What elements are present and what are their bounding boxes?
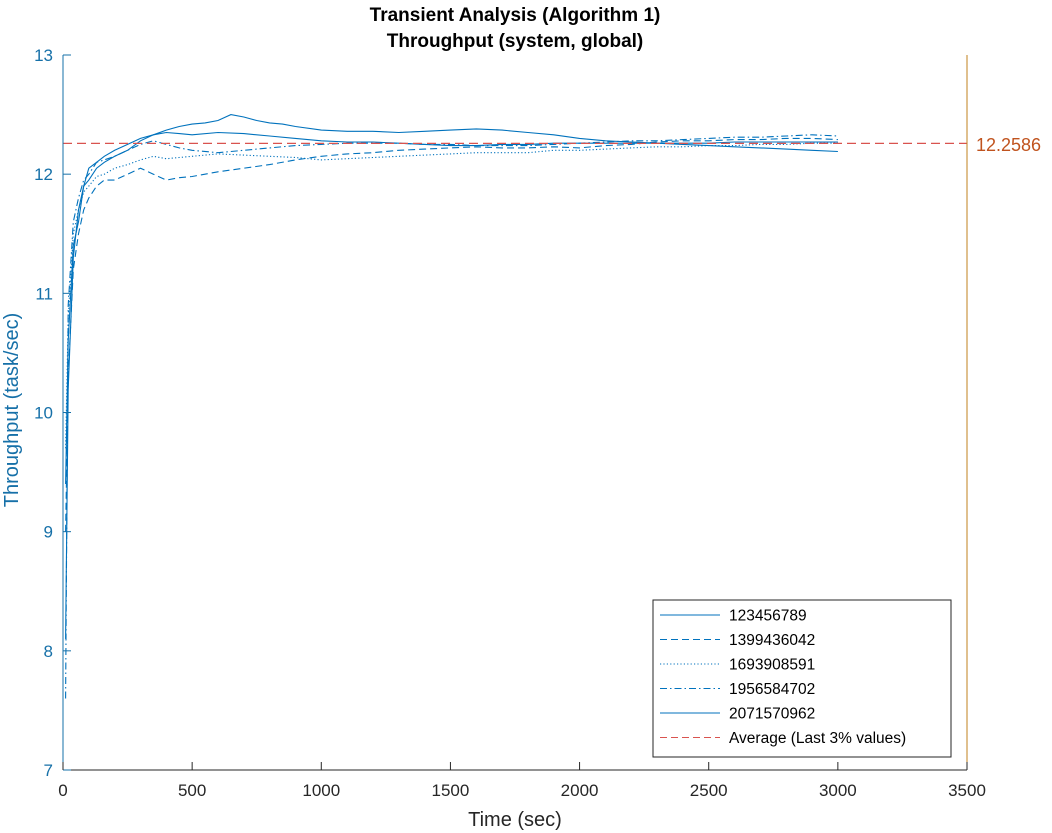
x-tick-label: 3500: [948, 781, 986, 800]
y-tick-label: 8: [44, 642, 53, 661]
legend-label: Average (Last 3% values): [729, 730, 906, 747]
x-tick-label: 1500: [432, 781, 470, 800]
chart-subtitle: Throughput (system, global): [387, 31, 644, 52]
legend-label: 123456789: [729, 608, 807, 625]
x-tick-label: 2500: [690, 781, 728, 800]
legend: 123456789 1399436042 1693908591 1956584702 2…: [652, 599, 952, 758]
x-tick-label: 2000: [561, 781, 599, 800]
series-line-1399436042: [65, 137, 838, 532]
x-tick-label: 500: [178, 781, 206, 800]
legend-label: 2071570962: [729, 706, 815, 723]
y-tick-label: 12: [34, 165, 53, 184]
average-value-label: 12.2586: [976, 135, 1041, 155]
y-tick-label: 13: [34, 46, 53, 65]
legend-label: 1693908591: [729, 657, 815, 674]
legend-label: 1956584702: [729, 681, 815, 698]
y-tick-label: 7: [44, 761, 53, 780]
x-tick-label: 3000: [819, 781, 857, 800]
legend-label: 1399436042: [729, 632, 815, 649]
x-tick-label: 0: [58, 781, 67, 800]
y-tick-label: 10: [34, 404, 53, 423]
y-tick-label: 9: [44, 523, 53, 542]
legend-box: [652, 599, 952, 758]
x-axis-label: Time (sec): [468, 809, 562, 831]
x-tick-label: 1000: [302, 781, 340, 800]
series-layer: [63, 114, 967, 699]
y-tick-label: 11: [35, 284, 53, 303]
chart-title: Transient Analysis (Algorithm 1): [370, 5, 661, 26]
y-axis-label: Throughput (task/sec): [1, 313, 23, 508]
axes-layer: 7 8 9 10 11 12 13 0 500 1000 1500 2000 2500 3000 3500: [34, 46, 986, 800]
